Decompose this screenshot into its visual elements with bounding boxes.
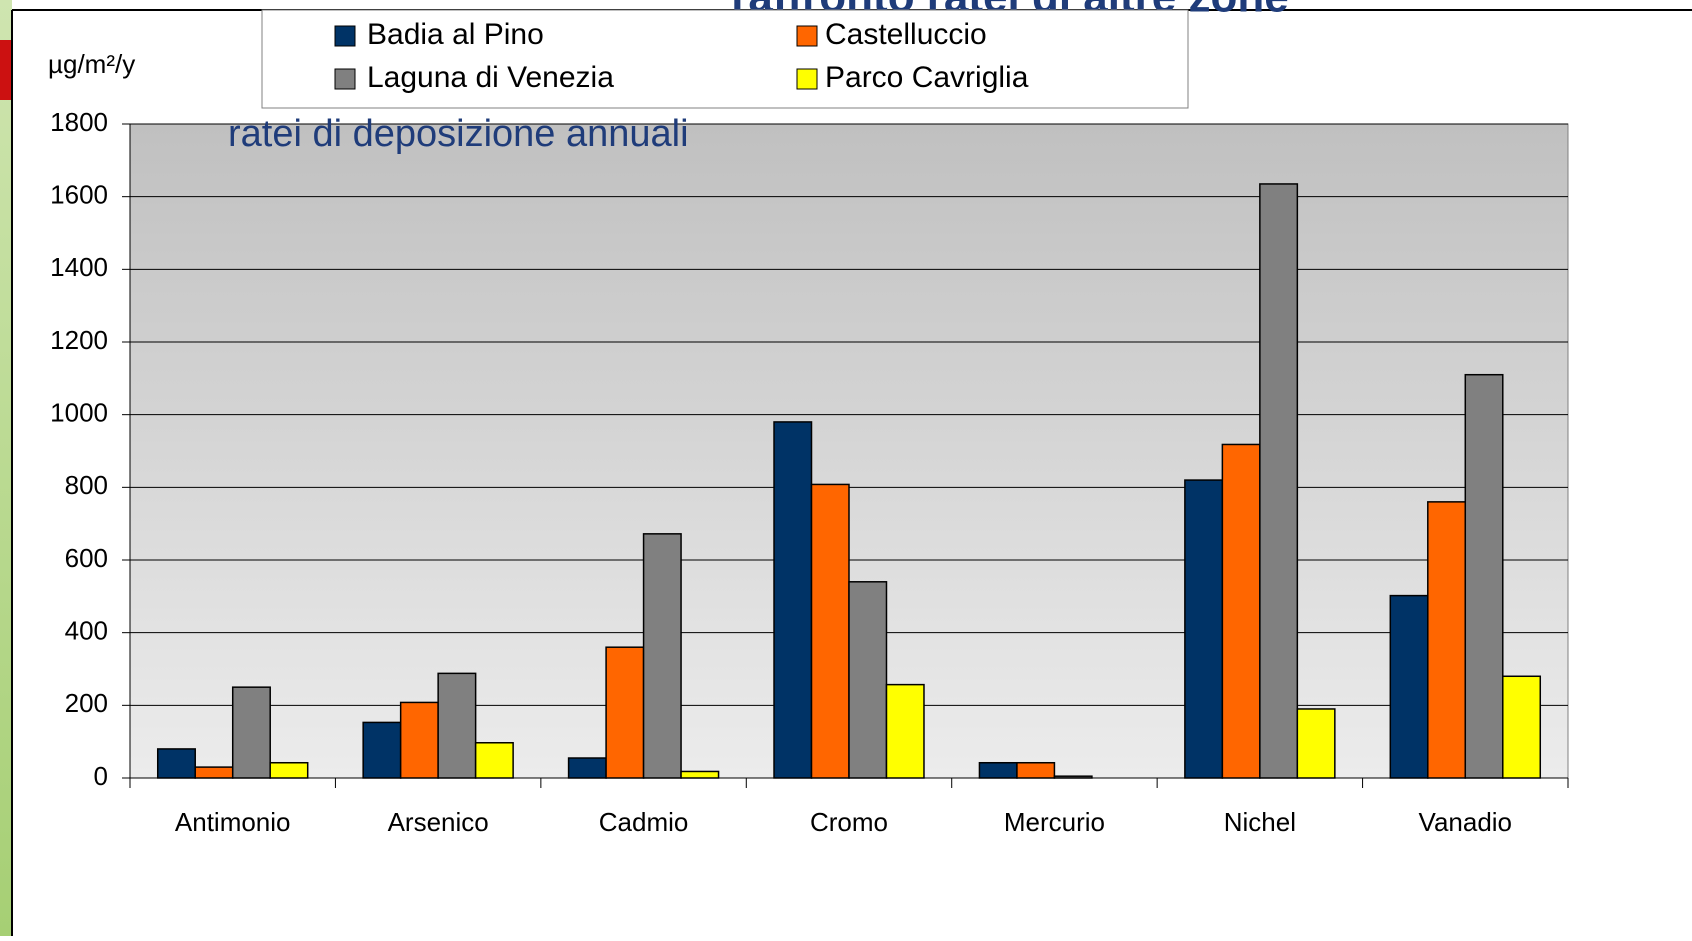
bar (194, 766, 234, 779)
x-tick-label: Mercurio (1004, 807, 1105, 837)
bar (1464, 373, 1504, 779)
bar (437, 672, 477, 779)
y-tick-label: 1400 (50, 252, 108, 282)
bar (1016, 761, 1056, 779)
legend-label: Badia al Pino (367, 18, 544, 51)
legend-swatch (796, 68, 818, 90)
bar (642, 533, 682, 779)
bar (810, 483, 850, 779)
y-tick-label: 600 (65, 543, 108, 573)
y-tick-label: 1200 (50, 325, 108, 355)
bar (885, 683, 925, 779)
y-tick-label: 200 (65, 688, 108, 718)
bar (1389, 594, 1429, 779)
bar (1221, 443, 1261, 779)
bar (362, 721, 402, 779)
legend-swatch (796, 25, 818, 47)
bar (156, 748, 196, 779)
x-tick-label: Vanadio (1419, 807, 1513, 837)
bar (567, 757, 607, 779)
side-decoration (0, 0, 12, 936)
legend (261, 9, 1189, 109)
y-tick-label: 1600 (50, 180, 108, 210)
y-tick-label: 1000 (50, 398, 108, 428)
bar (1053, 775, 1093, 779)
bar (1427, 501, 1467, 779)
bar (231, 686, 271, 779)
y-tick-label: 0 (94, 761, 108, 791)
legend-swatch (334, 25, 356, 47)
bar (1184, 479, 1224, 779)
legend-label: Castelluccio (825, 18, 987, 51)
bar (1259, 183, 1299, 779)
x-tick-label: Arsenico (388, 807, 489, 837)
x-tick-label: Cromo (810, 807, 888, 837)
logo-decoration (0, 40, 12, 100)
y-axis-label: µg/m²/y (48, 49, 135, 79)
legend-swatch (334, 68, 356, 90)
bar (1502, 675, 1542, 779)
legend-label: Laguna di Venezia (367, 61, 614, 94)
x-tick-label: Antimonio (175, 807, 291, 837)
bar (848, 581, 888, 779)
x-tick-label: Nichel (1224, 807, 1296, 837)
y-tick-label: 1800 (50, 107, 108, 137)
legend-label: Parco Cavriglia (825, 61, 1029, 94)
bar (474, 742, 514, 779)
y-tick-label: 400 (65, 616, 108, 646)
x-tick-label: Cadmio (599, 807, 689, 837)
bar (269, 761, 309, 779)
bar (680, 770, 720, 779)
bar (1296, 708, 1336, 779)
y-tick-label: 800 (65, 470, 108, 500)
bar (978, 761, 1018, 779)
bar (605, 646, 645, 779)
bar (399, 701, 439, 779)
bar (773, 421, 813, 779)
chart-subtitle: ratei di deposizione annuali (228, 113, 689, 155)
